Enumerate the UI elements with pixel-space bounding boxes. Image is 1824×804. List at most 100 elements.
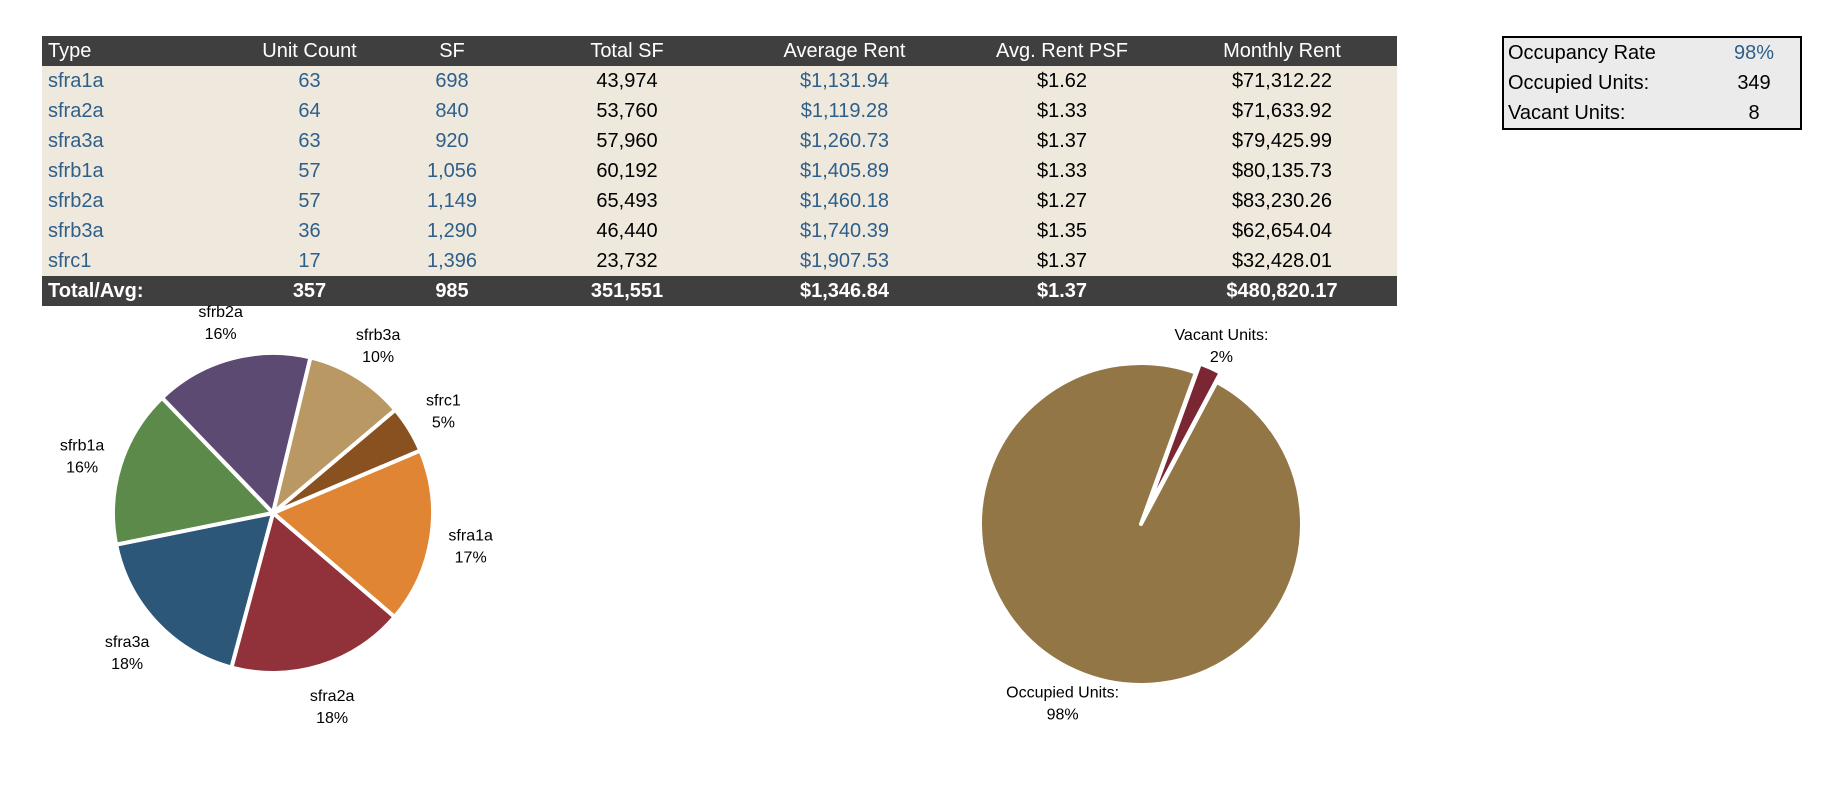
- cell-monthly-rent: $32,428.01: [1231, 249, 1333, 272]
- table-row: sfrb3a 36 1,290 46,440 $1,740.39 $1.35 $…: [42, 216, 1397, 246]
- pie-slice-sfrb3a: [271, 355, 398, 515]
- pie-label-sfra2a: sfra2a 18%: [310, 688, 355, 727]
- total-unit-count: 357: [292, 279, 327, 302]
- cell-avg-rent-psf: $1.37: [1036, 129, 1088, 152]
- total-label: Total/Avg:: [48, 279, 144, 302]
- cell-average-rent: $1,131.94: [800, 69, 889, 92]
- occupied-units-label: Occupied Units:: [1508, 71, 1650, 94]
- pie-slice-sfrc1: [271, 407, 423, 515]
- vacant-units-row: Vacant Units: 8: [1504, 98, 1800, 128]
- cell-sf: 920: [435, 129, 469, 152]
- pie-label-sfra3a: sfra3a 18%: [105, 634, 150, 673]
- cell-avg-rent-psf: $1.27: [1036, 189, 1088, 212]
- cell-monthly-rent: $79,425.99: [1231, 129, 1333, 152]
- cell-monthly-rent: $71,633.92: [1231, 99, 1333, 122]
- cell-monthly-rent: $83,230.26: [1231, 189, 1333, 212]
- table-row: sfrc1 17 1,396 23,732 $1,907.53 $1.37 $3…: [42, 246, 1397, 276]
- cell-type: sfrb3a: [48, 219, 104, 242]
- total-monthly-rent: $480,820.17: [1226, 279, 1338, 302]
- occupied-units-row: Occupied Units: 349: [1504, 68, 1800, 98]
- occupied-units-value: 349: [1737, 71, 1771, 94]
- unit-mix-pie-chart: sfra1a 17% sfra2a 18% sfra3a 18% sfrb1a 16% sfrb…: [60, 304, 493, 727]
- cell-total-sf: 46,440: [596, 219, 658, 242]
- header-sf: SF: [439, 39, 465, 62]
- cell-unit-count: 57: [298, 189, 321, 212]
- cell-type: sfra3a: [48, 129, 104, 152]
- cell-avg-rent-psf: $1.33: [1036, 159, 1088, 182]
- header-monthly-rent: Monthly Rent: [1223, 39, 1341, 62]
- pie-slice-sfra3a: [114, 511, 275, 670]
- cell-type: sfra2a: [48, 99, 104, 122]
- cell-total-sf: 43,974: [596, 69, 658, 92]
- vacant-units-value: 8: [1748, 101, 1760, 124]
- table-header-row: Type Unit Count SF Total SF Average Rent…: [42, 36, 1397, 66]
- cell-monthly-rent: $71,312.22: [1231, 69, 1333, 92]
- total-avg-rent-psf: $1.37: [1036, 279, 1088, 302]
- pie-label-vacant-units: Vacant Units: 2%: [1174, 327, 1268, 366]
- occupancy-pie-chart: Occupied Units: 98% Vacant Units: 2%: [978, 327, 1304, 723]
- pie-label-sfrc1: sfrc1 5%: [426, 392, 461, 431]
- cell-type: sfrb1a: [48, 159, 104, 182]
- header-avg-rent-psf: Avg. Rent PSF: [996, 39, 1128, 62]
- cell-unit-count: 17: [298, 249, 321, 272]
- pie-label-sfrb1a: sfrb1a 16%: [60, 437, 105, 476]
- header-type: Type: [48, 39, 92, 62]
- pie-slice-sfrb1a: [111, 395, 275, 547]
- cell-monthly-rent: $62,654.04: [1231, 219, 1333, 242]
- cell-unit-count: 63: [298, 69, 321, 92]
- table-total-row: Total/Avg: 357 985 351,551 $1,346.84 $1.…: [42, 276, 1397, 306]
- cell-average-rent: $1,119.28: [800, 99, 889, 122]
- cell-total-sf: 60,192: [596, 159, 658, 182]
- table-row: sfrb1a 57 1,056 60,192 $1,405.89 $1.33 $…: [42, 156, 1397, 186]
- total-total-sf: 351,551: [590, 279, 664, 302]
- cell-type: sfrb2a: [48, 189, 104, 212]
- cell-total-sf: 23,732: [596, 249, 658, 272]
- cell-type: sfra1a: [48, 69, 104, 92]
- cell-avg-rent-psf: $1.62: [1036, 69, 1088, 92]
- cell-sf: 1,056: [426, 159, 478, 182]
- cell-total-sf: 57,960: [596, 129, 658, 152]
- total-sf: 985: [435, 279, 469, 302]
- cell-avg-rent-psf: $1.37: [1036, 249, 1088, 272]
- cell-monthly-rent: $80,135.73: [1231, 159, 1333, 182]
- cell-unit-count: 57: [298, 159, 321, 182]
- occupancy-summary-box: Occupancy Rate 98% Occupied Units: 349 V…: [1502, 36, 1802, 130]
- pie-label-sfra1a: sfra1a 17%: [448, 527, 493, 566]
- cell-unit-count: 63: [298, 129, 321, 152]
- pie-slice-sfra2a: [229, 511, 397, 675]
- cell-total-sf: 53,760: [596, 99, 658, 122]
- pie-slice-sfrb2a: [160, 351, 313, 515]
- pie-slice-sfra1a: [271, 448, 435, 619]
- cell-total-sf: 65,493: [596, 189, 658, 212]
- cell-sf: 1,396: [426, 249, 478, 272]
- vacant-units-label: Vacant Units:: [1508, 101, 1626, 124]
- pie-label-sfrb3a: sfrb3a 10%: [356, 327, 401, 366]
- pie-label-sfrb2a: sfrb2a 16%: [198, 304, 243, 343]
- occupancy-rate-row: Occupancy Rate 98%: [1504, 38, 1800, 68]
- cell-sf: 840: [435, 99, 469, 122]
- cell-type: sfrc1: [48, 249, 92, 272]
- total-average-rent: $1,346.84: [800, 279, 889, 302]
- rent-roll-table: Type Unit Count SF Total SF Average Rent…: [42, 36, 1397, 306]
- header-unit-count: Unit Count: [262, 39, 357, 62]
- pie-slice-vacant-units: [1143, 361, 1223, 517]
- cell-average-rent: $1,907.53: [800, 249, 889, 272]
- cell-avg-rent-psf: $1.33: [1036, 99, 1088, 122]
- pie-label-occupied-units: Occupied Units: 98%: [1006, 684, 1119, 723]
- occupancy-rate-label: Occupancy Rate: [1508, 41, 1656, 64]
- header-total-sf: Total SF: [590, 39, 664, 62]
- cell-average-rent: $1,260.73: [800, 129, 889, 152]
- cell-sf: 698: [435, 69, 469, 92]
- cell-avg-rent-psf: $1.35: [1036, 219, 1088, 242]
- cell-average-rent: $1,460.18: [800, 189, 889, 212]
- cell-sf: 1,290: [426, 219, 478, 242]
- header-average-rent: Average Rent: [783, 39, 906, 62]
- cell-unit-count: 36: [298, 219, 321, 242]
- cell-average-rent: $1,405.89: [800, 159, 889, 182]
- table-row: sfra2a 64 840 53,760 $1,119.28 $1.33 $71…: [42, 96, 1397, 126]
- cell-average-rent: $1,740.39: [800, 219, 889, 242]
- occupancy-rate-value: 98%: [1733, 41, 1775, 64]
- cell-unit-count: 64: [298, 99, 321, 122]
- table-row: sfra3a 63 920 57,960 $1,260.73 $1.37 $79…: [42, 126, 1397, 156]
